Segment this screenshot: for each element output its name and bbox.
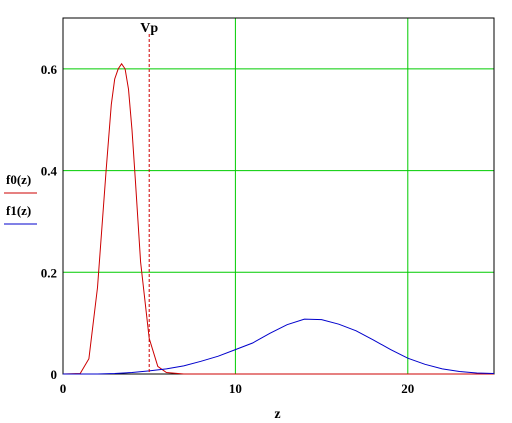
- x-tick-label: 20: [401, 381, 414, 396]
- plot-frame: [62, 17, 495, 375]
- legend-label-0: f0(z): [6, 172, 31, 187]
- x-tick-label: 0: [60, 381, 67, 396]
- y-tick-label: 0.4: [41, 164, 58, 179]
- x-axis-label: z: [274, 407, 280, 422]
- x-tick-label: 10: [229, 381, 242, 396]
- marker-label: Vp: [140, 21, 158, 36]
- y-tick-label: 0: [51, 367, 58, 382]
- y-tick-label: 0.6: [41, 62, 58, 77]
- series-line-1: [63, 318, 495, 375]
- y-tick-label: 0.2: [41, 265, 57, 280]
- series-line-0: [62, 62, 494, 375]
- legend-label-1: f1(z): [6, 203, 31, 218]
